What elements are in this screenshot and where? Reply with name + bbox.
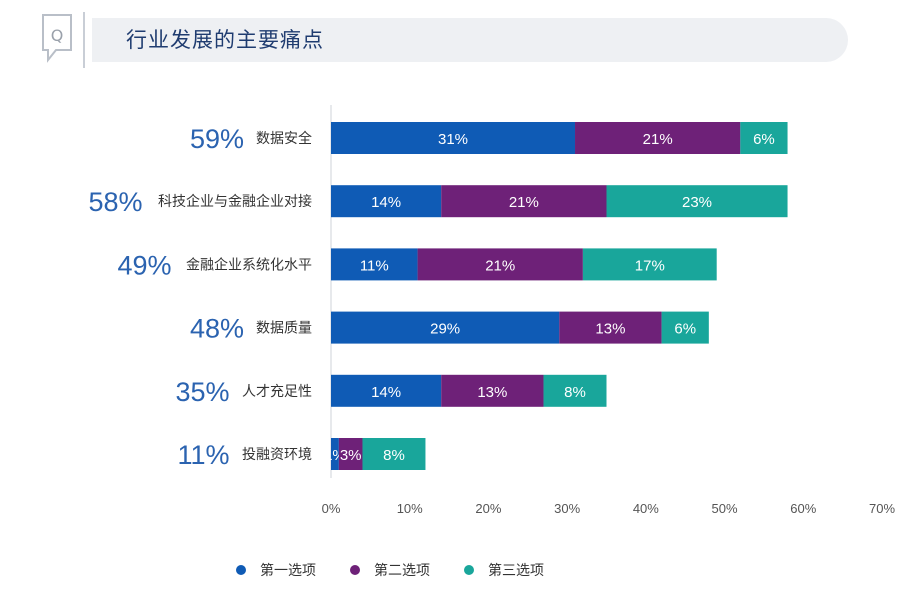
category-label: 数据质量 <box>256 321 312 337</box>
bar-data-label: 21% <box>509 194 539 211</box>
x-tick-label: 20% <box>475 501 501 516</box>
bar-data-label: 17% <box>635 257 665 274</box>
category-label: 科技企业与金融企业对接 <box>158 193 312 210</box>
bar-data-label: 21% <box>485 257 515 274</box>
x-tick-label: 50% <box>712 501 738 516</box>
legend-dot-series-1 <box>236 565 246 575</box>
bar-data-label: 8% <box>383 447 405 464</box>
bar-segment <box>331 248 418 281</box>
legend-item-series-2: 第二选项 <box>350 560 430 580</box>
category-total: 48% <box>190 314 244 344</box>
bar-data-label: 21% <box>643 131 673 148</box>
bar-data-label: 6% <box>674 321 696 338</box>
legend-label-series-3: 第三选项 <box>488 563 544 579</box>
legend-item-series-1: 第一选项 <box>236 560 316 580</box>
bar-segment <box>441 374 544 407</box>
x-tick-label: 70% <box>869 501 895 516</box>
category-total: 35% <box>175 377 229 407</box>
category-total: 58% <box>88 187 142 217</box>
bar-data-label: 11% <box>360 257 389 274</box>
bar-segment <box>559 311 662 344</box>
bar-data-label: 23% <box>682 194 712 211</box>
legend-dot-series-3 <box>464 565 474 575</box>
bar-segment <box>582 248 717 281</box>
bar-segment <box>331 438 339 470</box>
bar-data-label: 14% <box>371 194 401 211</box>
bar-data-label: 14% <box>371 384 401 401</box>
category-label: 金融企业系统化水平 <box>186 256 312 273</box>
header-divider <box>83 12 85 68</box>
x-tick-label: 30% <box>554 501 580 516</box>
bar-segment <box>362 438 426 470</box>
bar-segment <box>331 185 442 218</box>
x-tick-label: 40% <box>633 501 659 516</box>
chart-legend: 第一选项 第二选项 第三选项 <box>236 560 578 580</box>
bar-segment <box>740 122 788 154</box>
legend-item-series-3: 第三选项 <box>464 560 544 580</box>
legend-dot-series-2 <box>350 565 360 575</box>
bar-segment <box>338 438 363 470</box>
bar-segment <box>331 374 442 407</box>
header-bar <box>92 18 848 62</box>
x-tick-label: 0% <box>322 501 341 516</box>
x-tick-label: 10% <box>397 501 423 516</box>
x-tick-label: 60% <box>790 501 816 516</box>
bar-segment <box>575 122 741 154</box>
bar-segment <box>331 311 560 344</box>
category-label: 投融资环境 <box>242 447 312 463</box>
category-total: 59% <box>190 124 244 154</box>
bar-segment <box>441 185 607 218</box>
question-icon: Q <box>40 12 74 68</box>
bar-data-label: 29% <box>430 321 460 338</box>
category-total: 49% <box>117 250 171 280</box>
category-label: 人才充足性 <box>242 384 312 400</box>
bar-segment <box>606 185 788 218</box>
bar-data-label: 6% <box>753 131 775 148</box>
legend-label-series-1: 第一选项 <box>260 563 316 579</box>
question-icon-letter: Q <box>51 26 64 45</box>
legend-label-series-2: 第二选项 <box>374 563 430 579</box>
category-total: 11% <box>177 440 229 470</box>
bar-data-label: 13% <box>477 384 507 401</box>
bar-data-label: 3% <box>340 447 362 464</box>
bar-data-label: 8% <box>564 384 586 401</box>
bar-segment <box>543 374 607 407</box>
bar-segment <box>661 311 709 344</box>
bar-data-label: 13% <box>595 321 625 338</box>
bar-data-label: 31% <box>438 131 468 148</box>
page-title: 行业发展的主要痛点 <box>126 28 324 52</box>
bar-segment <box>417 248 583 281</box>
bar-segment <box>331 122 576 154</box>
category-label: 数据安全 <box>256 130 312 147</box>
